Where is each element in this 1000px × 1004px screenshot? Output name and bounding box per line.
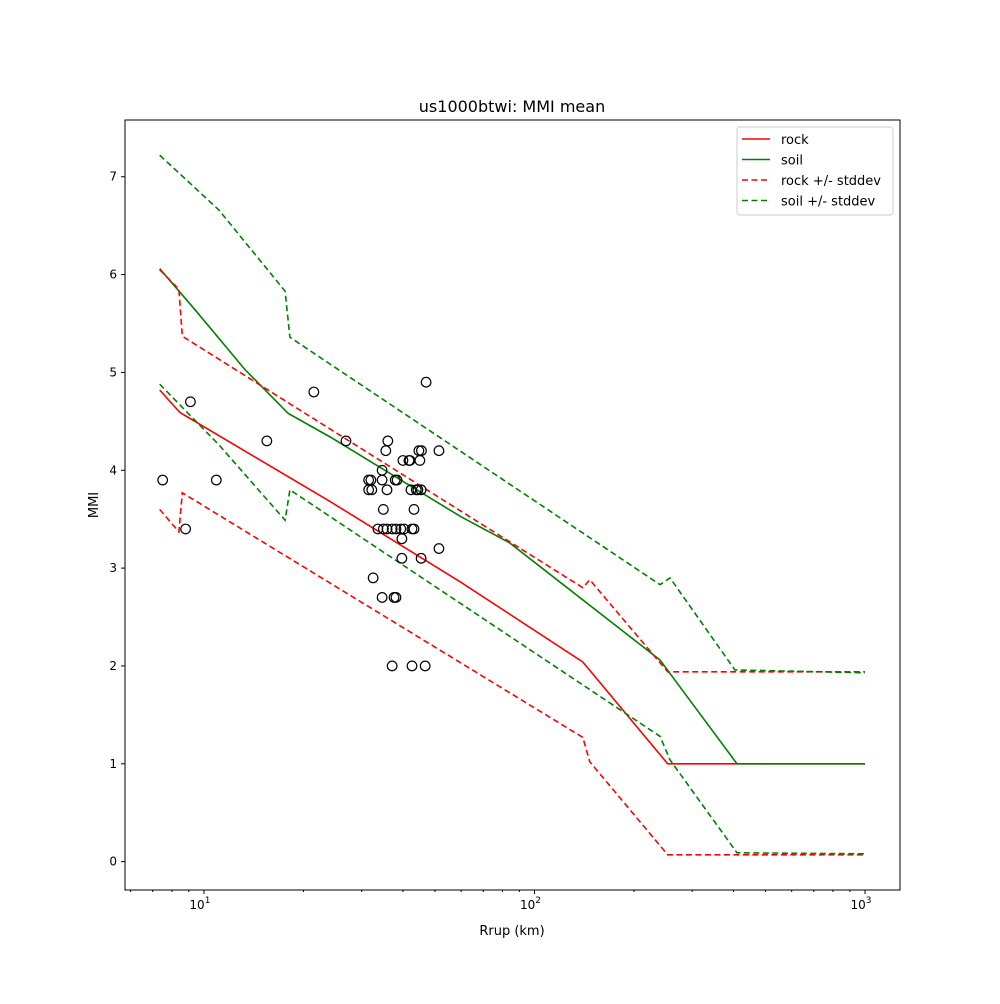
y-tick-label: 6 [109,268,117,282]
y-tick-label: 1 [109,757,117,771]
y-tick-label: 5 [109,365,117,379]
observation-point [419,660,431,672]
series-line-rock-stddev-lower- [159,491,865,856]
y-tick-label: 7 [109,170,117,184]
observation-point [415,484,427,496]
observation-point [157,474,169,486]
observation-point [380,445,392,457]
observation-point [408,504,420,515]
observation-point [185,396,196,408]
observation-point [377,504,389,515]
axes-frame [124,119,901,891]
legend-label: soil +/- stddev [781,195,876,210]
observation-point [386,523,398,535]
observation-point [414,455,426,466]
observation-point [365,474,377,486]
observation-point [376,592,388,603]
observation-point [408,523,420,535]
legend-label: soil [781,154,803,169]
observation-point [210,474,222,486]
observation-point [367,572,379,584]
observation-point [396,552,408,564]
observation-point [261,435,273,447]
observation-point [381,484,393,496]
y-axis-label: MMI [87,492,102,518]
legend: rock soil rock +/- stddev soil +/- stddev [736,126,894,216]
observation-point [308,386,320,398]
y-tick-label: 0 [109,855,117,869]
observation-point [376,474,388,486]
observation-point [390,592,402,603]
x-tick-label: 101 [189,896,210,912]
y-tick-label: 3 [109,561,117,575]
chart-title: us1000btwi: MMI mean [419,97,605,116]
observation-point [415,552,427,564]
series-line-rock [159,389,865,765]
y-tick-label: 2 [109,659,117,673]
series-line-soil-stddev [159,154,866,674]
observation-point [433,543,445,554]
plot-area [157,154,866,856]
observation-point [420,376,432,388]
observation-point [363,484,375,496]
observation-point [433,445,445,457]
legend-box [736,126,894,216]
legend-label: rock +/- stddev [781,174,881,189]
observation-point [390,523,402,535]
observation-point [363,474,375,486]
x-tick-label: 103 [851,896,872,912]
legend-label: rock [781,133,809,148]
series-line-soil [159,268,865,765]
observation-point [397,455,409,466]
observation-point [340,435,352,447]
series-line-soil-stddev-lower- [159,383,866,855]
x-axis-label: Rrup (km) [479,924,544,939]
observation-point [406,660,418,672]
x-tick-label: 102 [520,896,541,912]
observation-point [412,484,424,496]
observation-point [396,533,408,545]
observation-point [386,660,398,672]
observation-point [391,474,403,486]
observation-point [377,523,389,535]
series-line-rock-stddev [159,269,865,673]
observation-point [381,523,393,535]
observation-point [180,523,191,535]
observation-point [366,484,378,496]
observation-point [382,435,394,447]
y-tick-label: 4 [109,463,117,477]
